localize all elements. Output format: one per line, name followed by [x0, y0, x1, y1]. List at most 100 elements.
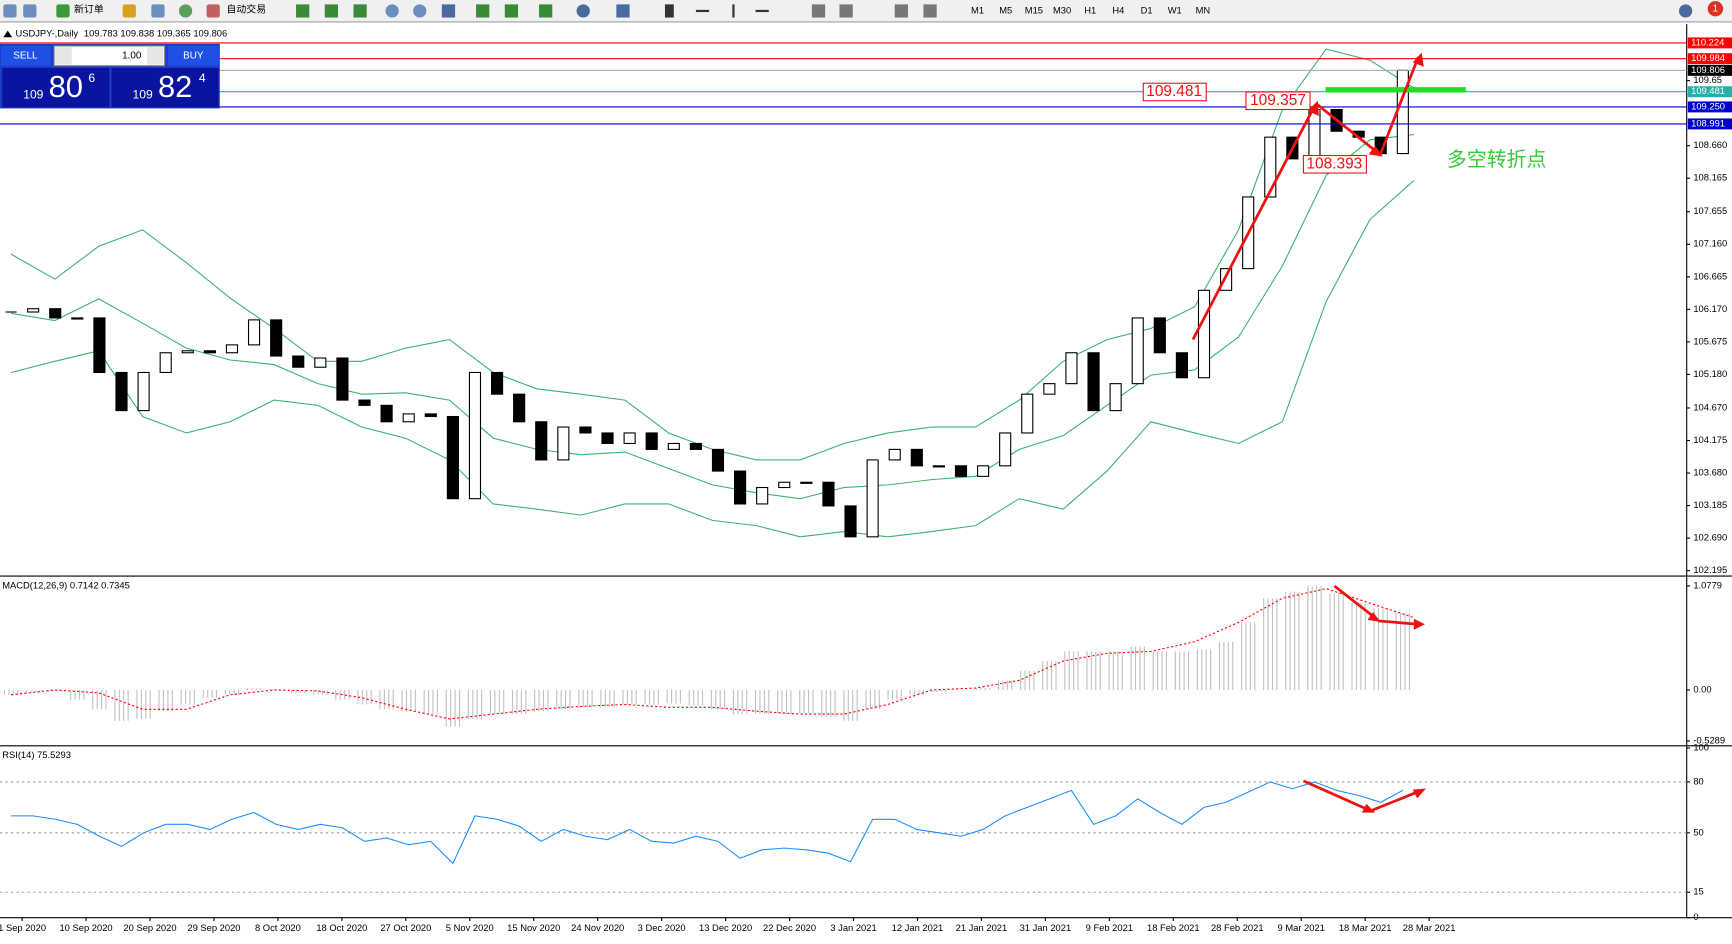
- alert-badge[interactable]: [1707, 1, 1724, 17]
- period-button[interactable]: MN: [1196, 5, 1211, 15]
- icon[interactable]: [441, 4, 456, 18]
- icon[interactable]: [296, 4, 310, 18]
- icon[interactable]: [122, 4, 136, 18]
- icon[interactable]: [353, 4, 367, 18]
- lot-up[interactable]: [146, 47, 164, 65]
- candle: [1153, 317, 1166, 354]
- y-tick-label: 105.675: [1693, 336, 1727, 346]
- collapse-icon[interactable]: [3, 30, 13, 38]
- icon[interactable]: [23, 4, 37, 18]
- icon[interactable]: [3, 4, 17, 18]
- candle: [358, 399, 371, 406]
- y-tick-label: 108.660: [1693, 140, 1727, 150]
- icon[interactable]: [755, 9, 769, 13]
- candle: [601, 432, 614, 445]
- icon[interactable]: [504, 4, 519, 18]
- candle: [711, 448, 725, 472]
- buy-price-pip: 4: [199, 71, 206, 85]
- icon[interactable]: [324, 4, 339, 18]
- candle: [910, 448, 923, 467]
- candle: [1131, 317, 1144, 385]
- icon[interactable]: [206, 4, 220, 18]
- lot-down[interactable]: [55, 47, 72, 65]
- buy-button[interactable]: [167, 45, 219, 66]
- arrow-head: [1412, 52, 1424, 67]
- level-tag: [1687, 86, 1732, 98]
- icon[interactable]: [413, 4, 427, 18]
- candle: [402, 413, 415, 423]
- candle: [159, 352, 172, 374]
- bid-tag: [1687, 64, 1732, 76]
- x-tick-label: 13 Dec 2020: [699, 923, 752, 933]
- period-button[interactable]: M30: [1053, 5, 1071, 15]
- lot-input[interactable]: [53, 45, 166, 67]
- y-tick-label: 103.680: [1693, 468, 1727, 478]
- arrow-heads: [1307, 52, 1427, 813]
- candle: [1197, 289, 1211, 379]
- buy-label[interactable]: BUY: [183, 50, 204, 61]
- period-button[interactable]: W1: [1168, 5, 1182, 15]
- candle: [314, 357, 327, 368]
- y-tick-label: 104.175: [1693, 435, 1727, 445]
- period-button[interactable]: M1: [971, 5, 984, 15]
- icon[interactable]: [616, 4, 630, 18]
- x-tick-label: 5 Nov 2020: [446, 923, 494, 933]
- sell-button[interactable]: [1, 45, 51, 66]
- period-button[interactable]: M15: [1025, 5, 1043, 15]
- search-icon[interactable]: [1678, 4, 1693, 18]
- candle: [27, 308, 40, 313]
- buy-price-box[interactable]: [111, 67, 219, 108]
- icon[interactable]: [178, 4, 193, 18]
- note: 多空转折点: [1447, 149, 1546, 171]
- icon[interactable]: [811, 4, 826, 18]
- icon[interactable]: [576, 4, 590, 18]
- y-tick-label: 104.670: [1693, 402, 1727, 412]
- lot-value[interactable]: 1.00: [122, 50, 142, 61]
- y-tick-label: 103.185: [1693, 500, 1727, 510]
- icon[interactable]: [894, 4, 908, 18]
- chart-title: USDJPY-,Daily: [15, 28, 78, 38]
- auto-trade-button[interactable]: 自动交易: [226, 2, 266, 15]
- new-order-button[interactable]: 新订单: [74, 2, 104, 15]
- level-label: 108.991: [1691, 118, 1725, 128]
- icon[interactable]: [539, 4, 553, 18]
- sell-label[interactable]: SELL: [13, 50, 38, 61]
- candle: [513, 393, 526, 423]
- icon[interactable]: [839, 4, 853, 18]
- candle: [977, 465, 990, 477]
- icon[interactable]: [664, 4, 674, 18]
- arrow: [1371, 789, 1422, 812]
- period-button[interactable]: M5: [999, 5, 1012, 15]
- candle: [181, 350, 194, 354]
- x-tick-label: 12 Jan 2021: [892, 923, 944, 933]
- period-button[interactable]: H1: [1084, 5, 1096, 15]
- x-tick-label: 31 Jan 2021: [1020, 923, 1072, 933]
- x-tick-label: 29 Sep 2020: [187, 923, 240, 933]
- icon[interactable]: [385, 4, 399, 18]
- icon[interactable]: [151, 4, 165, 18]
- candle: [999, 432, 1012, 467]
- icon[interactable]: [695, 9, 710, 13]
- period-button[interactable]: D1: [1141, 5, 1153, 15]
- alert-count: 1: [1713, 3, 1719, 14]
- red-arrows: [1191, 56, 1422, 812]
- icon[interactable]: [476, 4, 490, 18]
- toolbar-icons: [3, 4, 1693, 18]
- candle: [1109, 383, 1122, 412]
- ohlc-header: 109.783 109.838 109.365 109.806: [84, 28, 227, 38]
- candle: [490, 371, 504, 395]
- sell-price-box[interactable]: [2, 67, 110, 108]
- bollinger-upper: [10, 48, 1415, 461]
- icon[interactable]: [923, 4, 937, 18]
- candle: [1043, 383, 1056, 395]
- arrow: [1378, 619, 1419, 626]
- candle: [93, 317, 106, 374]
- period-button[interactable]: H4: [1112, 5, 1124, 15]
- candle: [1087, 352, 1100, 412]
- icon[interactable]: [56, 4, 70, 18]
- arrow-head: [1413, 618, 1425, 630]
- candle: [623, 432, 636, 445]
- icon[interactable]: [732, 4, 735, 18]
- x-tick-label: 3 Dec 2020: [638, 923, 686, 933]
